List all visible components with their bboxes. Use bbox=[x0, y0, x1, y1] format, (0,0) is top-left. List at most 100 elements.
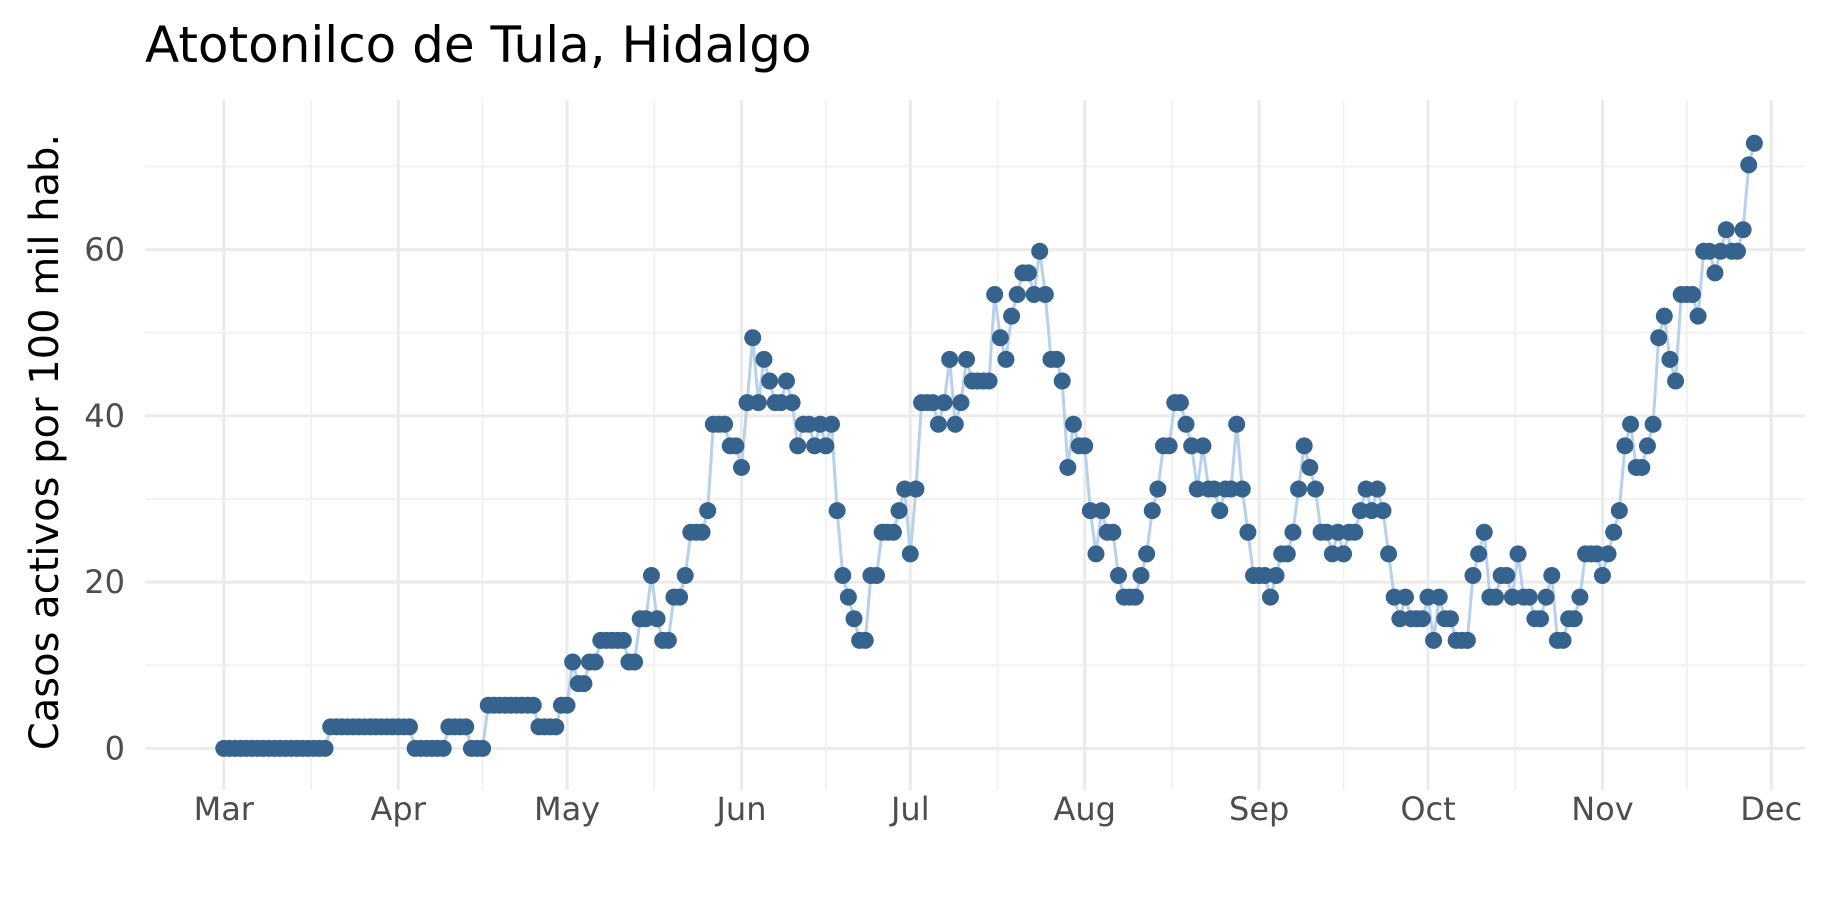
data-point bbox=[1290, 480, 1308, 498]
x-tick-label: Sep bbox=[1229, 790, 1289, 828]
data-point bbox=[1593, 567, 1611, 585]
x-tick-label: Aug bbox=[1053, 790, 1115, 828]
data-point bbox=[1689, 307, 1707, 325]
data-point bbox=[1059, 458, 1077, 476]
data-point bbox=[575, 675, 593, 693]
data-point bbox=[1622, 415, 1640, 433]
data-point bbox=[676, 567, 694, 585]
data-point bbox=[1425, 631, 1443, 649]
data-point bbox=[828, 502, 846, 520]
data-point bbox=[693, 523, 711, 541]
data-point bbox=[1565, 610, 1583, 628]
data-point bbox=[1728, 242, 1746, 260]
data-point bbox=[817, 437, 835, 455]
data-point bbox=[1543, 567, 1561, 585]
data-point bbox=[761, 372, 779, 390]
data-point bbox=[1610, 502, 1628, 520]
x-tick-label: May bbox=[534, 790, 600, 828]
data-point bbox=[839, 588, 857, 606]
data-point bbox=[434, 739, 452, 757]
data-point bbox=[1638, 437, 1656, 455]
data-point bbox=[1667, 372, 1685, 390]
data-point bbox=[1498, 567, 1516, 585]
major-gridlines bbox=[145, 100, 1805, 790]
data-point bbox=[564, 653, 582, 671]
data-point bbox=[1487, 588, 1505, 606]
data-point bbox=[1149, 480, 1167, 498]
data-point bbox=[1644, 415, 1662, 433]
data-point bbox=[1605, 523, 1623, 541]
data-point bbox=[1171, 394, 1189, 412]
data-point bbox=[1104, 523, 1122, 541]
data-point bbox=[777, 372, 795, 390]
series-points-layer bbox=[215, 134, 1763, 757]
data-point bbox=[1267, 567, 1285, 585]
y-axis-tick-labels: 0 20 40 60 bbox=[84, 231, 125, 768]
data-point bbox=[1177, 415, 1195, 433]
data-point bbox=[1233, 480, 1251, 498]
data-point bbox=[727, 437, 745, 455]
x-tick-label: Nov bbox=[1571, 790, 1633, 828]
data-point bbox=[474, 739, 492, 757]
data-point bbox=[1301, 458, 1319, 476]
data-point bbox=[614, 631, 632, 649]
data-point bbox=[834, 567, 852, 585]
data-point bbox=[929, 415, 947, 433]
data-point bbox=[1717, 221, 1735, 239]
data-point bbox=[845, 610, 863, 628]
data-point bbox=[789, 437, 807, 455]
data-point bbox=[1537, 588, 1555, 606]
data-point bbox=[1346, 523, 1364, 541]
series-line bbox=[223, 142, 1756, 750]
data-point bbox=[907, 480, 925, 498]
data-point bbox=[1430, 588, 1448, 606]
data-point bbox=[1380, 545, 1398, 563]
data-point bbox=[626, 653, 644, 671]
data-point bbox=[749, 394, 767, 412]
y-tick-label: 0 bbox=[105, 729, 125, 767]
data-point bbox=[783, 394, 801, 412]
data-point bbox=[1053, 372, 1071, 390]
data-point bbox=[952, 394, 970, 412]
data-point bbox=[642, 567, 660, 585]
data-point bbox=[980, 372, 998, 390]
x-tick-label: Mar bbox=[194, 790, 255, 828]
data-point bbox=[1740, 156, 1758, 174]
x-tick-label: Oct bbox=[1400, 790, 1455, 828]
data-point bbox=[1087, 545, 1105, 563]
data-point bbox=[755, 350, 773, 368]
data-point bbox=[1109, 567, 1127, 585]
data-point bbox=[1239, 523, 1257, 541]
data-point bbox=[1650, 329, 1668, 347]
data-point bbox=[659, 631, 677, 649]
data-point bbox=[1143, 502, 1161, 520]
data-point bbox=[648, 610, 666, 628]
data-point bbox=[946, 415, 964, 433]
data-point bbox=[1633, 458, 1651, 476]
data-point bbox=[1076, 437, 1094, 455]
y-tick-label: 20 bbox=[84, 563, 125, 601]
data-point bbox=[1008, 286, 1026, 304]
data-point bbox=[1554, 631, 1572, 649]
data-point bbox=[1532, 610, 1550, 628]
data-point bbox=[1661, 350, 1679, 368]
data-point bbox=[1441, 610, 1459, 628]
data-point bbox=[1683, 286, 1701, 304]
y-tick-label: 40 bbox=[84, 397, 125, 435]
data-point bbox=[868, 567, 886, 585]
data-point bbox=[316, 739, 334, 757]
data-point bbox=[1132, 567, 1150, 585]
data-point bbox=[823, 415, 841, 433]
data-point bbox=[586, 653, 604, 671]
data-point bbox=[1003, 307, 1021, 325]
x-tick-label: Apr bbox=[371, 790, 427, 828]
data-point bbox=[1655, 307, 1673, 325]
data-point bbox=[1458, 631, 1476, 649]
data-point bbox=[884, 523, 902, 541]
data-point bbox=[1706, 264, 1724, 282]
data-point bbox=[547, 718, 565, 736]
data-point bbox=[1031, 242, 1049, 260]
data-point bbox=[958, 350, 976, 368]
data-point bbox=[856, 631, 874, 649]
data-point bbox=[1475, 523, 1493, 541]
